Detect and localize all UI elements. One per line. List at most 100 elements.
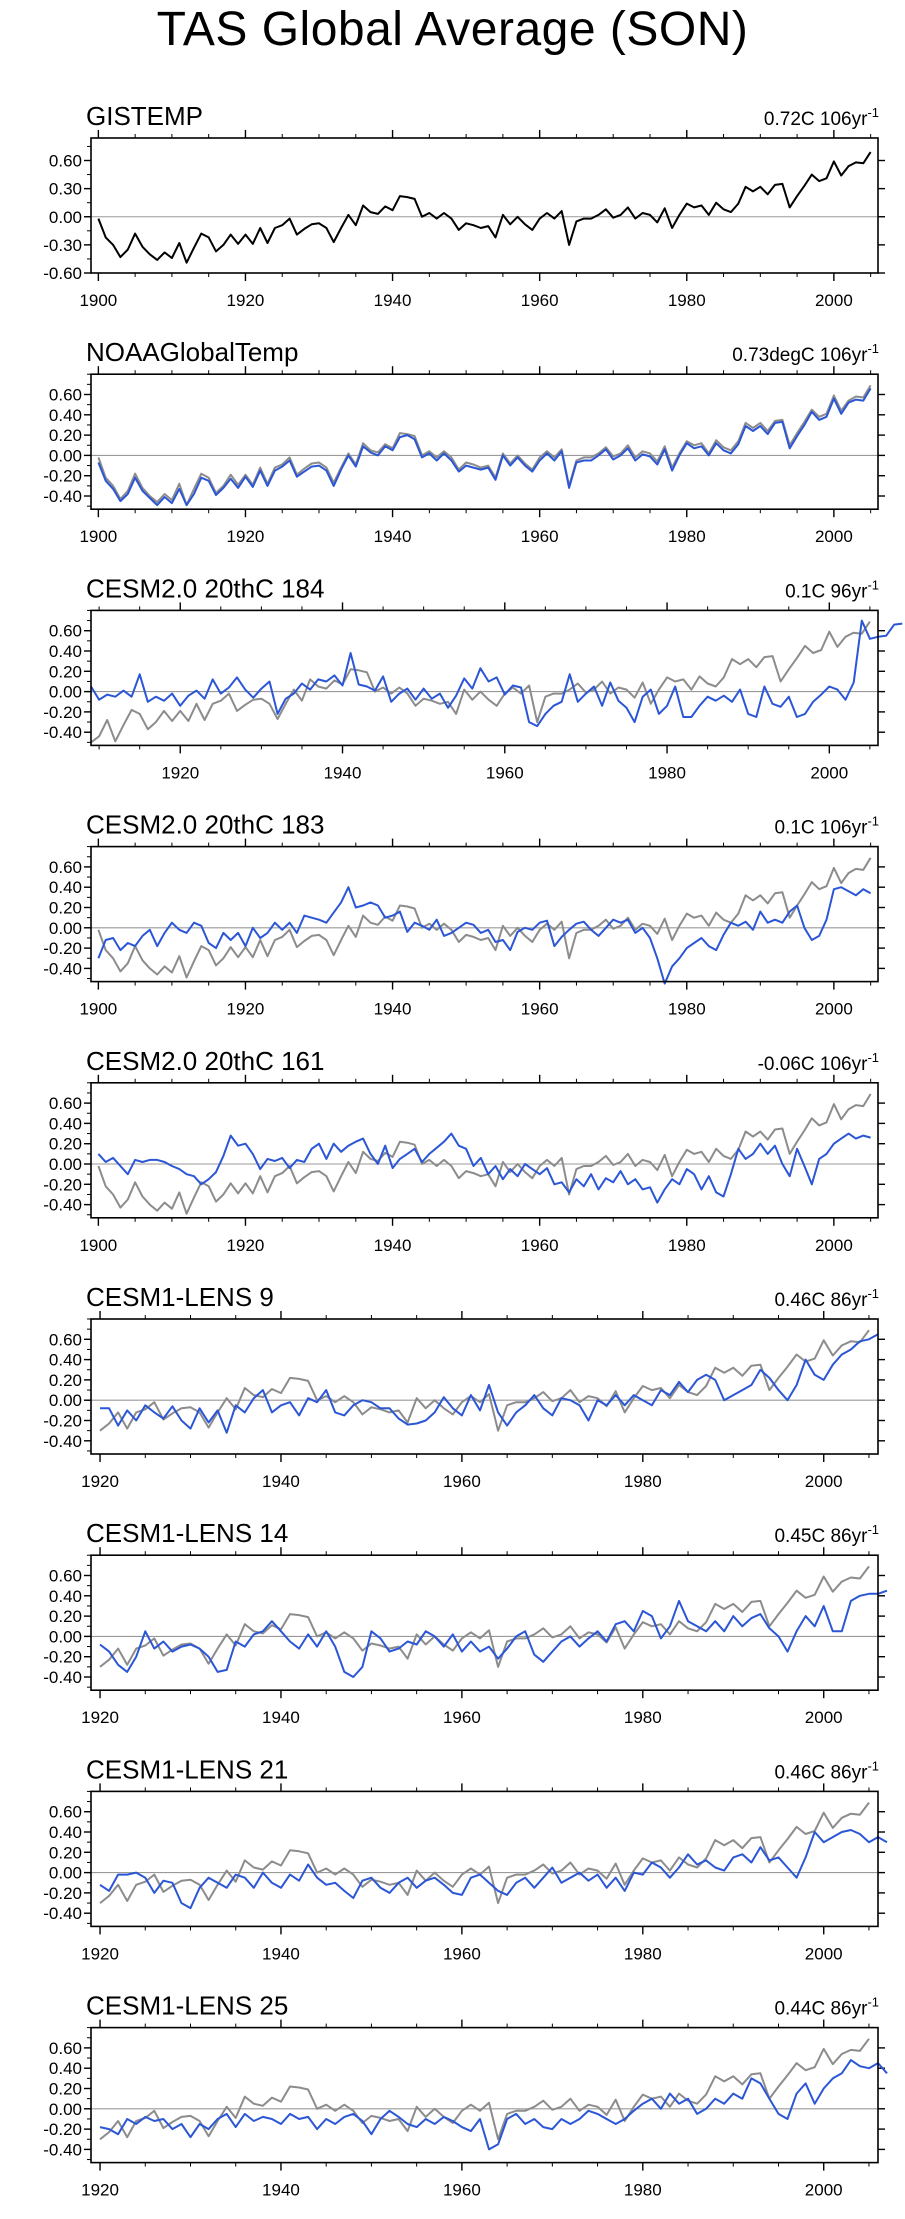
chart-title: NOAAGlobalTemp: [86, 337, 298, 367]
x-tick-label: 2000: [815, 527, 853, 546]
x-tick-label: 1980: [668, 527, 706, 546]
y-tick-label: 0.20: [49, 1843, 82, 1862]
y-tick-label: 0.20: [49, 899, 82, 918]
y-tick-label: 0.40: [49, 1587, 82, 1606]
x-tick-label: 1920: [81, 1944, 119, 1963]
plot-frame: [90, 2026, 879, 2164]
y-tick-label: 0.00: [49, 446, 82, 465]
y-tick-label: 0.20: [49, 1607, 82, 1626]
x-tick-label: 1980: [624, 1944, 662, 1963]
y-tick-label: 0.30: [49, 180, 82, 199]
series-line-reference: [90, 621, 871, 744]
x-tick-label: 2000: [805, 1708, 843, 1727]
chart-title: CESM2.0 20thC 183: [86, 810, 324, 840]
x-tick-label: 1920: [227, 1236, 265, 1255]
x-tick-label: 2000: [805, 1472, 843, 1491]
series-line-model: [97, 1132, 871, 1204]
chart-panel: CESM2.0 20thC 184 0.1C 96yr-1-0.40-0.200.…: [43, 573, 903, 782]
series-line-reference: [99, 1801, 870, 1905]
series-line-reference: [99, 2038, 870, 2141]
chart-panel: CESM2.0 20thC 161 -0.06C 106yr-1 -0.40 -0.2…: [43, 1046, 885, 1255]
y-tick-label: -0.20: [43, 1175, 82, 1194]
y-tick-label: -0.40: [43, 2140, 82, 2159]
x-tick-label: 1920: [81, 1472, 119, 1491]
trend-label: 0.44C 86yr-1: [774, 1995, 879, 2020]
x-tick-label: 1920: [227, 1000, 265, 1019]
series-line-model: [97, 387, 872, 507]
y-tick-label: 0.40: [49, 1823, 82, 1842]
y-tick-label: -0.20: [43, 467, 82, 486]
trend-label: -0.06C 106yr-1: [758, 1050, 879, 1075]
plot-frame: [90, 1554, 879, 1691]
y-tick-label: 0.00: [49, 1627, 82, 1646]
y-tick-label: -0.40: [43, 1196, 82, 1215]
chart-title: CESM1-LENS 14: [86, 1518, 288, 1548]
x-tick-label: 1960: [443, 1944, 481, 1963]
y-tick-label: 0.20: [49, 662, 82, 681]
x-tick-label: 1980: [648, 763, 686, 782]
y-tick-label: 0.60: [49, 1567, 82, 1586]
x-tick-label: 1980: [668, 1236, 706, 1255]
y-tick-label: 0.60: [49, 2039, 82, 2058]
trend-label: 0.73degC 106yr-1: [732, 341, 879, 366]
x-tick-label: 1980: [624, 1708, 662, 1727]
y-tick-label: -0.40: [43, 1904, 82, 1923]
chart-panel: NOAAGlobalTemp 0.73degC 106yr-1 -0.40-0.20…: [43, 337, 885, 546]
figure-title: TAS Global Average (SON): [156, 3, 749, 56]
y-tick-label: -0.60: [43, 264, 82, 283]
x-tick-label: 1960: [521, 1236, 559, 1255]
series-line-model: [99, 1829, 888, 1910]
plot-frame: [90, 609, 879, 747]
trend-label: 0.46C 86yr-1: [774, 1286, 879, 1311]
series-line-observed: [97, 151, 872, 264]
x-tick-label: 1900: [79, 1000, 117, 1019]
y-tick-label: 0.60: [49, 1330, 82, 1349]
y-tick-label: 0.40: [49, 1114, 82, 1133]
y-tick-label: 0.60: [49, 858, 82, 877]
trend-label: 0.1C 106yr-1: [774, 814, 879, 839]
y-tick-label: 0.20: [49, 1371, 82, 1390]
y-tick-label: 0.20: [49, 426, 82, 445]
y-tick-label: -0.20: [43, 939, 82, 958]
y-tick-label: -0.40: [43, 487, 82, 506]
x-tick-label: 2000: [815, 291, 853, 310]
y-tick-label: 0.40: [49, 642, 82, 661]
y-tick-label: 0.20: [49, 1135, 82, 1154]
y-tick-label: 0.60: [49, 386, 82, 405]
trend-label: 0.1C 96yr-1: [785, 577, 879, 602]
trend-label: 0.45C 86yr-1: [774, 1522, 879, 1547]
plot-frame: [90, 1082, 879, 1219]
x-tick-label: 2000: [815, 1000, 853, 1019]
chart-panel: CESM1-LENS 25 0.44C 86yr-1 -0.40-0.200.00 0…: [43, 1991, 888, 2200]
chart-panel: CESM1-LENS 14 0.45C 86yr-1-0.40-0.200.000…: [43, 1518, 888, 1727]
x-tick-label: 1940: [262, 1944, 300, 1963]
series-line-model: [99, 1589, 888, 1678]
x-tick-label: 1980: [624, 1472, 662, 1491]
x-tick-label: 1900: [79, 527, 117, 546]
chart-title: CESM1-LENS 9: [86, 1282, 274, 1312]
x-tick-label: 1940: [374, 1000, 412, 1019]
y-tick-label: -0.20: [43, 1412, 82, 1431]
y-tick-label: 0.00: [49, 1391, 82, 1410]
y-tick-label: -0.20: [43, 2120, 82, 2139]
chart-title: CESM1-LENS 25: [86, 1991, 288, 2021]
x-tick-label: 1940: [374, 1236, 412, 1255]
x-tick-label: 1940: [262, 1708, 300, 1727]
chart-panel: CESM1-LENS 9 0.46C 86yr-1-0.40-0.200.000.…: [43, 1282, 885, 1491]
y-tick-label: 0.60: [49, 1094, 82, 1113]
series-line-reference: [97, 857, 872, 979]
x-tick-label: 1900: [79, 1236, 117, 1255]
y-tick-label: -0.40: [43, 959, 82, 978]
trend-label: 0.46C 86yr-1: [774, 1758, 879, 1783]
x-tick-label: 2000: [805, 1944, 843, 1963]
plot-frame: [90, 1790, 879, 1928]
trend-label: 0.72C 106yr-1: [764, 105, 879, 130]
plot-frame: [90, 373, 879, 511]
y-tick-label: 0.00: [49, 2100, 82, 2119]
x-tick-label: 1940: [262, 1472, 300, 1491]
y-tick-label: -0.20: [43, 1648, 82, 1667]
y-tick-label: 0.60: [49, 1803, 82, 1822]
series-line-model: [97, 886, 872, 985]
y-tick-label: 0.00: [49, 919, 82, 938]
